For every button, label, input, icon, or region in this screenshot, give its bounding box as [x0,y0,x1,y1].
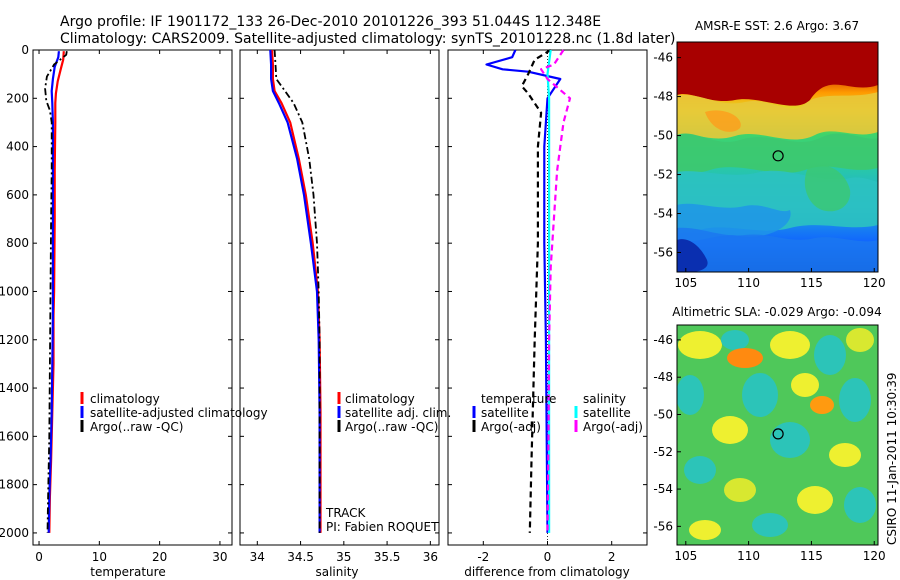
salinity-ticks: 34 34.5 35 35.5 36 [240,49,439,564]
map-y-tick-label: -56 [653,519,673,533]
map-y-tick-label: -48 [653,90,673,104]
sla-map-field [677,325,878,545]
sst-argo-position-marker [772,150,784,162]
sla-map-ticks: 105 110 115 120 -46 -48 -50 -52 -54 -56 [653,333,885,563]
y-tick-label: 1400 [0,381,29,395]
temperature-legend: climatology satellite-adjusted climatolo… [80,392,268,434]
temperature-panel: 0 10 20 30 0 200 400 600 800 1000 1200 1400 1600 1800… [0,43,268,579]
map-x-tick-label: 115 [800,549,823,563]
series-line-temperature-satellite [485,49,562,533]
sla-map-panel: Altimetric SLA: -0.029 Argo: -0.094 [653,305,885,563]
header-line-2: Climatology: CARS2009. Satellite-adjuste… [60,31,675,47]
series-line-satellite-adj-clim- [269,49,321,533]
y-tick-label: 2000 [0,526,29,540]
map-y-tick-label: -50 [653,407,673,421]
map-y-tick-label: -46 [653,51,673,65]
series-line-argo-raw-qc- [273,49,321,533]
legend-label-satellite: satellite-adjusted climatology [90,406,268,420]
map-x-tick-label: 120 [863,276,886,290]
series-line-salinity-argo-adj- [540,49,572,533]
x-tick-label: 10 [92,550,107,564]
x-tick-label: 30 [212,550,227,564]
map-y-tick-label: -48 [653,370,673,384]
x-tick-label: 35 [336,550,351,564]
salinity-xlabel: salinity [315,565,358,579]
sst-map-panel: AMSR-E SST: 2.6 Argo: 3.67 105 110 115 120 -… [653,19,885,290]
y-tick-label: 400 [6,140,29,154]
x-tick-label: 35.5 [374,550,401,564]
legend-label-sal-argo: Argo(-adj) [583,420,643,434]
sst-map-title: AMSR-E SST: 2.6 Argo: 3.67 [695,19,859,33]
difference-series [485,49,572,533]
sst-map-ticks: 105 110 115 120 -46 -48 -50 -52 -54 -56 [653,51,885,290]
legend-label-climatology: climatology [345,392,415,406]
series-line-argo-raw-qc- [44,51,68,533]
x-tick-label: 0 [544,550,552,564]
map-y-tick-label: -52 [653,445,673,459]
map-y-tick-label: -50 [653,129,673,143]
difference-xlabel: difference from climatology [464,565,630,579]
pi-annotation: PI: Fabien ROQUET [326,520,439,534]
map-x-tick-label: 105 [674,549,697,563]
series-line-climatology [270,49,322,533]
x-tick-label: 34.5 [287,550,314,564]
series-line-satellite-adjusted-climatology [47,51,60,533]
x-tick-label: 2 [608,550,616,564]
x-tick-label: 0 [35,550,43,564]
difference-panel: -2 0 2 difference from climatology tempera… [447,49,648,579]
map-y-tick-label: -54 [653,482,673,496]
sst-map-field [677,42,878,272]
legend-label-satellite: satellite adj. clim. [345,406,451,420]
x-tick-label: 34 [250,550,265,564]
legend-label-sal-satellite: satellite [583,406,631,420]
salinity-panel: 34 34.5 35 35.5 36 salinity climatology sate… [239,49,451,579]
difference-ticks: -2 0 2 [448,49,647,564]
x-tick-label: 20 [152,550,167,564]
salinity-axes-frame [239,49,440,546]
x-tick-label: -2 [477,550,489,564]
legend-title-salinity: salinity [583,392,626,406]
map-y-tick-label: -46 [653,333,673,347]
difference-legend: temperature satellite Argo(-adj) salinit… [472,392,643,434]
y-tick-label: 1800 [0,478,29,492]
map-x-tick-label: 115 [800,276,823,290]
y-tick-label: 200 [6,91,29,105]
y-tick-label: 1000 [0,284,29,298]
sla-argo-position-marker [772,428,784,440]
side-stamp: CSIRO 11-Jan-2011 10:30:39 [885,373,899,545]
salinity-legend: climatology satellite adj. clim. Argo(..… [337,392,451,434]
sla-map-frame [676,324,879,546]
sst-map-frame [676,41,879,273]
legend-title-temperature: temperature [481,392,556,406]
y-tick-label: 0 [21,43,29,57]
map-x-tick-label: 110 [737,276,760,290]
map-x-tick-label: 105 [674,276,697,290]
map-y-tick-label: -56 [653,246,673,260]
legend-label-temp-argo: Argo(-adj) [481,420,541,434]
series-line-temperature-argo-adj- [520,49,552,533]
legend-label-argo: Argo(..raw -QC) [90,420,183,434]
temperature-ticks: 0 10 20 30 0 200 400 600 800 1000 1200 1400 1600 1800… [0,43,232,564]
series-line-salinity-satellite [546,49,552,533]
x-tick-label: 36 [423,550,438,564]
y-tick-label: 1200 [0,333,29,347]
legend-label-climatology: climatology [90,392,160,406]
map-y-tick-label: -54 [653,207,673,221]
y-tick-label: 800 [6,236,29,250]
map-y-tick-label: -52 [653,168,673,182]
header-line-1: Argo profile: IF 1901172_133 26-Dec-2010… [60,14,601,30]
legend-label-argo: Argo(..raw -QC) [345,420,438,434]
legend-label-temp-satellite: satellite [481,406,529,420]
y-tick-label: 600 [6,188,29,202]
temperature-series [44,51,68,533]
temperature-xlabel: temperature [90,565,165,579]
map-x-tick-label: 110 [737,549,760,563]
salinity-series [269,49,322,533]
sla-map-title: Altimetric SLA: -0.029 Argo: -0.094 [672,305,881,319]
track-annotation: TRACK [325,506,367,520]
map-x-tick-label: 120 [863,549,886,563]
temperature-axes-frame [32,49,233,546]
y-tick-label: 1600 [0,429,29,443]
